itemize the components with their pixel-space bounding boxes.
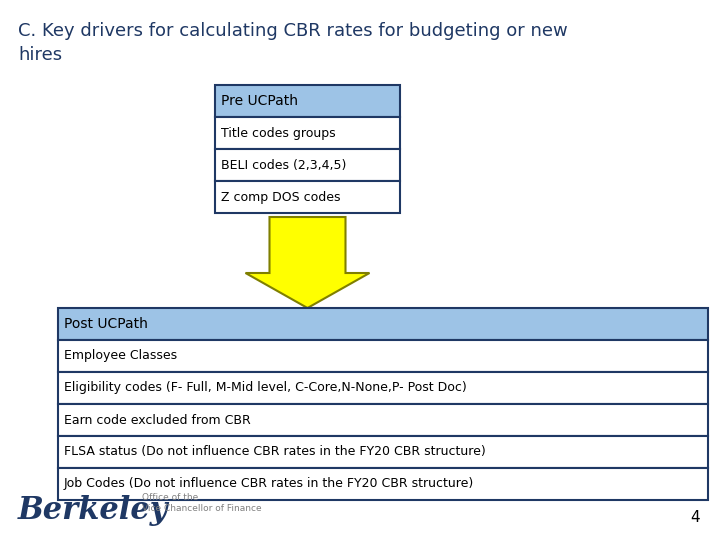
Bar [58,308,708,340]
Text: Title codes groups: Title codes groups [221,126,336,139]
Bar [58,372,708,404]
Text: BELI codes (2,3,4,5): BELI codes (2,3,4,5) [221,159,346,172]
Text: Office of the
Vice Chancellor of Finance: Office of the Vice Chancellor of Finance [142,492,261,514]
Text: Post UCPath: Post UCPath [64,317,148,331]
Bar [58,468,708,500]
Text: C. Key drivers for calculating CBR rates for budgeting or new: C. Key drivers for calculating CBR rates… [18,22,568,40]
Bar [58,404,708,436]
Text: Employee Classes: Employee Classes [64,349,177,362]
Polygon shape [246,217,369,308]
Text: FLSA status (Do not influence CBR rates in the FY20 CBR structure): FLSA status (Do not influence CBR rates … [64,446,486,458]
Bar [215,117,400,149]
Text: Job Codes (Do not influence CBR rates in the FY20 CBR structure): Job Codes (Do not influence CBR rates in… [64,477,474,490]
Text: hires: hires [18,46,62,64]
Text: 4: 4 [690,510,700,525]
Text: Eligibility codes (F- Full, M-Mid level, C-Core,N-None,P- Post Doc): Eligibility codes (F- Full, M-Mid level,… [64,381,467,395]
Text: Pre UCPath: Pre UCPath [221,94,298,108]
Bar [215,149,400,181]
Bar [215,181,400,213]
Text: Earn code excluded from CBR: Earn code excluded from CBR [64,414,251,427]
Bar [215,85,400,117]
Bar [58,340,708,372]
Bar [58,436,708,468]
Text: Berkeley: Berkeley [18,495,168,525]
Text: Z comp DOS codes: Z comp DOS codes [221,191,341,204]
